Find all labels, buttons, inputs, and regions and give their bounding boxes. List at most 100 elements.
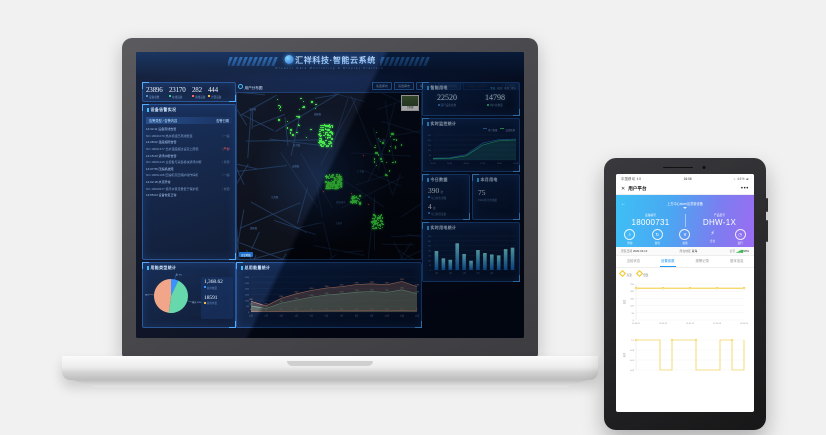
map-device-dot[interactable] xyxy=(322,143,323,144)
map-device-dot[interactable] xyxy=(325,140,326,141)
map-device-dot[interactable] xyxy=(392,162,393,163)
map-device-dot[interactable] xyxy=(375,152,376,153)
map-device-dot[interactable] xyxy=(382,142,383,143)
map-alarm-dot[interactable] xyxy=(368,204,369,205)
tab-current-status[interactable]: 当前状态 xyxy=(616,256,651,267)
alarm-row[interactable]: NO.18001215 主控板与采集模块通讯中断（ 重要） xyxy=(146,159,232,166)
map-device-dot[interactable] xyxy=(375,220,376,221)
map-device-dot[interactable] xyxy=(303,106,304,107)
map-device-dot[interactable] xyxy=(374,158,375,159)
map-device-dot[interactable] xyxy=(306,137,307,138)
map-device-dot[interactable] xyxy=(325,132,326,133)
map-device-dot[interactable] xyxy=(278,119,279,120)
map-device-dot[interactable] xyxy=(296,132,297,133)
map-device-dot[interactable] xyxy=(329,141,330,142)
map-device-dot[interactable] xyxy=(332,133,333,134)
map-device-dot[interactable] xyxy=(380,220,381,221)
tablet-volume-button[interactable] xyxy=(766,220,768,242)
map-device-dot[interactable] xyxy=(321,129,322,130)
map-device-dot[interactable] xyxy=(323,132,324,133)
map-device-dot[interactable] xyxy=(300,98,301,99)
alarm-row[interactable]: 14:28:02 温度超限告警 xyxy=(146,139,232,146)
tab-basic-info[interactable]: 基本信息 xyxy=(720,256,755,267)
alarm-row[interactable]: 13:55:04 设备恢复正常 xyxy=(146,192,232,199)
tab-today[interactable]: 今日 xyxy=(490,86,495,90)
map-device-dot[interactable] xyxy=(299,109,300,110)
map-device-dot[interactable] xyxy=(311,101,312,102)
map-device-dot[interactable] xyxy=(374,147,375,148)
map-device-dot[interactable] xyxy=(323,129,324,130)
map-device-dot[interactable] xyxy=(280,110,281,111)
map-device-dot[interactable] xyxy=(320,127,321,128)
alarm-row[interactable]: NO.18001377 出水温度超过设定上限值 （严重） xyxy=(146,146,232,153)
map-device-dot[interactable] xyxy=(380,158,381,159)
map-device-dot[interactable] xyxy=(382,227,383,228)
map-canvas[interactable]: 江苏省 安徽省 上海市 浙江省 江西省 福建省 广东省 湖南省 台湾省 南海诸岛 xyxy=(237,93,421,259)
map-device-dot[interactable] xyxy=(395,161,396,162)
action-reset[interactable]: ↻ 复位 xyxy=(644,229,672,245)
map-device-dot[interactable] xyxy=(374,161,375,162)
tab-alarm-records[interactable]: 报警记录 xyxy=(685,256,720,267)
action-query[interactable]: ⌕ 查询 xyxy=(616,229,644,245)
map-device-dot[interactable] xyxy=(376,228,377,229)
tab-month[interactable]: 本月 xyxy=(504,86,509,90)
map-device-dot[interactable] xyxy=(325,137,326,138)
select-city[interactable]: 请选择市 xyxy=(394,82,414,90)
map-device-dot[interactable] xyxy=(331,138,332,139)
map-device-dot[interactable] xyxy=(381,161,382,162)
more-dots-icon[interactable]: ••• xyxy=(741,186,749,192)
map-device-dot[interactable] xyxy=(379,228,380,229)
map-device-dot[interactable] xyxy=(277,99,278,100)
map-device-dot[interactable] xyxy=(382,217,383,218)
map-device-dot[interactable] xyxy=(319,140,320,141)
map-device-dot[interactable] xyxy=(359,203,360,204)
map-satellite-thumbnail[interactable]: 卫星图 xyxy=(401,95,419,111)
map-device-dot[interactable] xyxy=(333,183,334,184)
map-device-dot[interactable] xyxy=(336,187,337,188)
map-device-dot[interactable] xyxy=(280,106,281,107)
map-device-dot[interactable] xyxy=(334,188,335,189)
map-device-dot[interactable] xyxy=(298,125,299,126)
map-device-dot[interactable] xyxy=(290,132,291,133)
map-device-dot[interactable] xyxy=(315,108,316,109)
map-device-dot[interactable] xyxy=(356,203,357,204)
map-device-dot[interactable] xyxy=(386,162,387,163)
select-province[interactable]: 请选择省 xyxy=(372,82,392,90)
map-device-dot[interactable] xyxy=(328,187,329,188)
map-device-dot[interactable] xyxy=(310,129,311,130)
map-device-dot[interactable] xyxy=(341,187,342,188)
map-device-dot[interactable] xyxy=(328,129,329,130)
map-device-dot[interactable] xyxy=(329,132,330,133)
map-device-dot[interactable] xyxy=(390,136,391,137)
map-device-dot[interactable] xyxy=(340,178,341,179)
map-device-dot[interactable] xyxy=(380,226,381,227)
map-device-dot[interactable] xyxy=(303,101,304,102)
map-alarm-dot[interactable] xyxy=(363,155,364,156)
map-device-dot[interactable] xyxy=(326,145,327,146)
map-device-dot[interactable] xyxy=(374,218,375,219)
map-device-dot[interactable] xyxy=(380,217,381,218)
map-device-dot[interactable] xyxy=(395,146,396,147)
action-runtime[interactable]: ◷ 运行 xyxy=(726,229,754,245)
map-device-dot[interactable] xyxy=(391,133,392,134)
map-device-dot[interactable] xyxy=(331,145,332,146)
map-device-dot[interactable] xyxy=(327,176,328,177)
map-device-dot[interactable] xyxy=(328,181,329,182)
alarm-row[interactable]: NO.18000977 循环水泵流量低于保护值 （ 重要） xyxy=(146,185,232,192)
map-device-dot[interactable] xyxy=(395,148,396,149)
map-device-dot[interactable] xyxy=(401,144,402,145)
map-device-dot[interactable] xyxy=(341,176,342,177)
alarm-row[interactable]: 14:07:56 压缩机故障 xyxy=(146,166,232,173)
map-device-dot[interactable] xyxy=(350,201,351,202)
device-distribution-map[interactable]: 江苏省 安徽省 上海市 浙江省 江西省 福建省 广东省 湖南省 台湾省 南海诸岛 卫星图 百度地图 xyxy=(236,92,422,260)
map-device-dot[interactable] xyxy=(332,126,333,127)
map-device-dot[interactable] xyxy=(378,154,379,155)
map-device-dot[interactable] xyxy=(393,139,394,140)
map-device-dot[interactable] xyxy=(321,146,322,147)
tab-setting-params[interactable]: 设置参数 xyxy=(651,256,686,267)
map-device-dot[interactable] xyxy=(320,135,321,136)
action-enterprise[interactable]: ⚡ 企业 xyxy=(699,229,727,245)
map-device-dot[interactable] xyxy=(321,138,322,139)
map-device-dot[interactable] xyxy=(328,145,329,146)
map-device-dot[interactable] xyxy=(298,116,299,117)
